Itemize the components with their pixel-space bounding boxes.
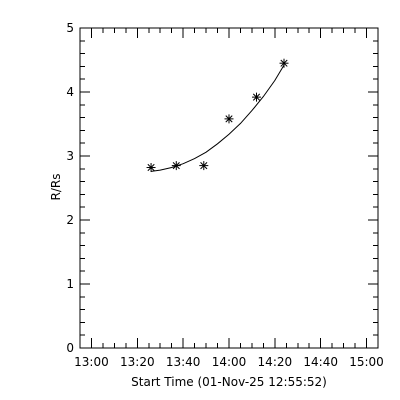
x-tick-label: 13:00 [74,355,109,369]
y-tick-label: 2 [66,213,74,227]
data-point [224,114,234,124]
fit-layer [151,64,285,172]
y-tick-label: 4 [66,85,74,99]
data-point [252,92,262,102]
y-tick-label: 5 [66,21,74,35]
x-tick-label: 13:20 [120,355,155,369]
y-tick-label: 3 [66,149,74,163]
y-tick-label: 0 [66,341,74,355]
y-axis: 0 1 2 3 4 5 [66,21,378,355]
x-tick-label: 14:20 [258,355,293,369]
x-tick-label: 14:00 [212,355,247,369]
x-axis-title: Start Time (01-Nov-25 12:55:52) [131,375,327,389]
x-axis: 13:00 13:20 13:40 14:00 14:20 14:40 15:00 [74,28,384,369]
y-tick-label: 1 [66,277,74,291]
data-point [146,163,156,173]
data-point [171,161,181,171]
y-axis-title: R/Rs [49,174,63,201]
marker-layer [146,58,289,173]
x-tick-label: 14:40 [303,355,338,369]
plot-frame [79,27,379,349]
data-point [199,161,209,171]
x-tick-label: 15:00 [349,355,384,369]
x-tick-label: 13:40 [166,355,201,369]
plot-border [79,27,379,349]
data-point [279,58,289,68]
fit-curve [151,64,285,172]
